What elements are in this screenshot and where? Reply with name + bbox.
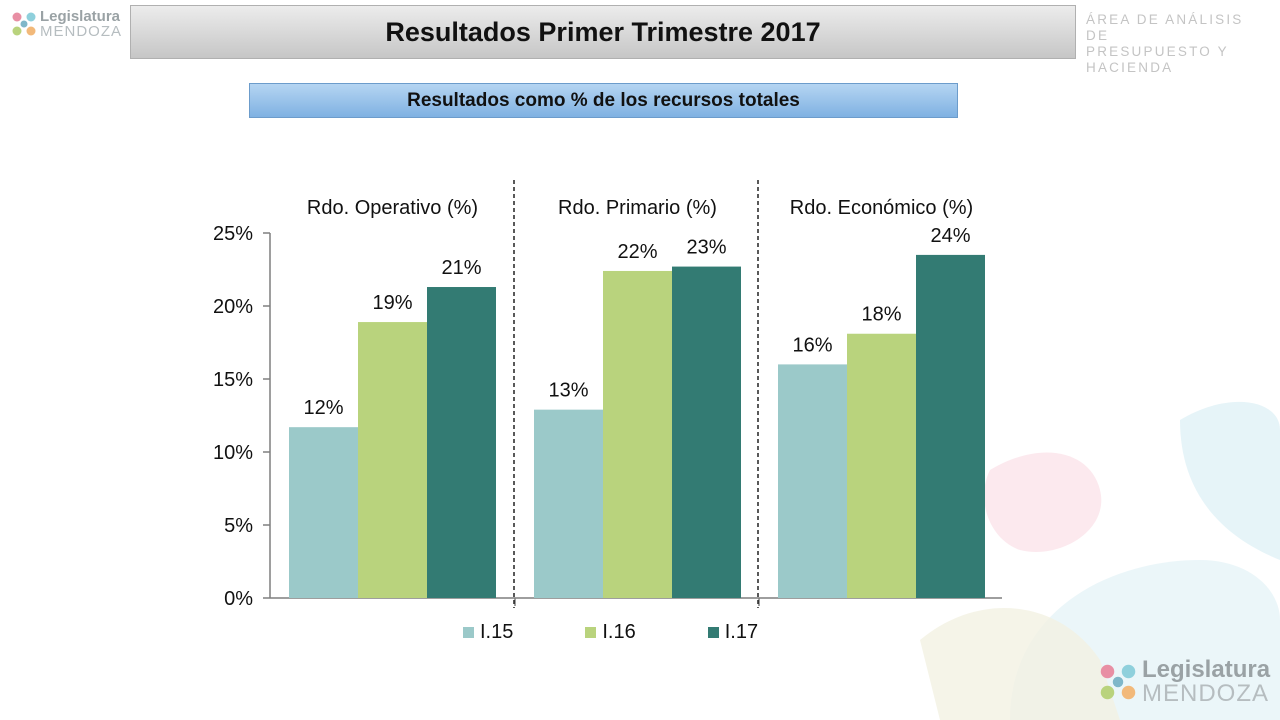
y-tick-label: 10% (213, 442, 253, 464)
bar (289, 427, 358, 598)
bar (358, 322, 427, 598)
legend-label-i15: I.15 (480, 620, 514, 643)
page-title: Resultados Primer Trimestre 2017 (385, 16, 821, 47)
data-label: 19% (372, 292, 412, 314)
bar (427, 287, 496, 598)
logo-top: Legislatura MENDOZA (8, 8, 122, 40)
category-label: Rdo. Económico (%) (790, 197, 973, 219)
logo-subname: MENDOZA (40, 23, 122, 40)
logo-subname-bottom: MENDOZA (1142, 680, 1269, 707)
logo-bottom: Legislatura MENDOZA (1094, 658, 1270, 706)
legend-swatch-i16 (585, 626, 597, 638)
bar (916, 254, 985, 598)
data-label: 18% (861, 304, 901, 326)
logo-flower-icon (1100, 664, 1136, 700)
bar (778, 364, 847, 598)
area-label-line2: PRESUPUESTO Y HACIENDA (1086, 44, 1229, 75)
data-label: 21% (441, 257, 481, 279)
legend-swatch-i17 (707, 626, 719, 638)
data-label: 22% (617, 241, 657, 263)
y-tick-label: 25% (213, 223, 253, 245)
chart-legend: I.15 I.16 I.17 (463, 621, 758, 643)
area-label-line1: ÁREA DE ANÁLISIS DE (1086, 12, 1244, 43)
data-label: 12% (303, 397, 343, 419)
bar (534, 409, 603, 598)
legend-item-i16: I.16 (585, 620, 636, 644)
bar (603, 270, 672, 598)
category-label: Rdo. Operativo (%) (307, 197, 478, 219)
data-label: 24% (930, 225, 970, 247)
logo-name-bottom: Legislatura (1142, 656, 1271, 683)
subtitle-box: Resultados como % de los recursos totale… (249, 83, 958, 118)
data-label: 16% (792, 334, 832, 356)
logo-flower-icon (12, 12, 36, 36)
logo-name: Legislatura (40, 8, 121, 25)
y-tick-label: 15% (213, 369, 253, 391)
chart-subtitle: Resultados como % de los recursos totale… (407, 89, 800, 111)
data-label: 13% (548, 380, 588, 402)
area-label: ÁREA DE ANÁLISIS DE PRESUPUESTO Y HACIEN… (1086, 12, 1272, 76)
legend-label-i16: I.16 (602, 620, 636, 643)
data-label: 23% (686, 237, 726, 259)
y-tick-label: 20% (213, 296, 253, 318)
title-bar: Resultados Primer Trimestre 2017 (130, 5, 1076, 59)
legend-label-i17: I.17 (724, 620, 759, 643)
bar (847, 333, 916, 598)
legend-swatch-i15 (463, 626, 474, 638)
legend-item-i17: I.17 (707, 620, 759, 644)
y-tick-label: 0% (224, 588, 253, 610)
bar (672, 266, 741, 598)
legend-item-i15: I.15 (463, 621, 513, 644)
y-tick-label: 5% (224, 515, 253, 537)
category-label: Rdo. Primario (%) (558, 197, 717, 219)
